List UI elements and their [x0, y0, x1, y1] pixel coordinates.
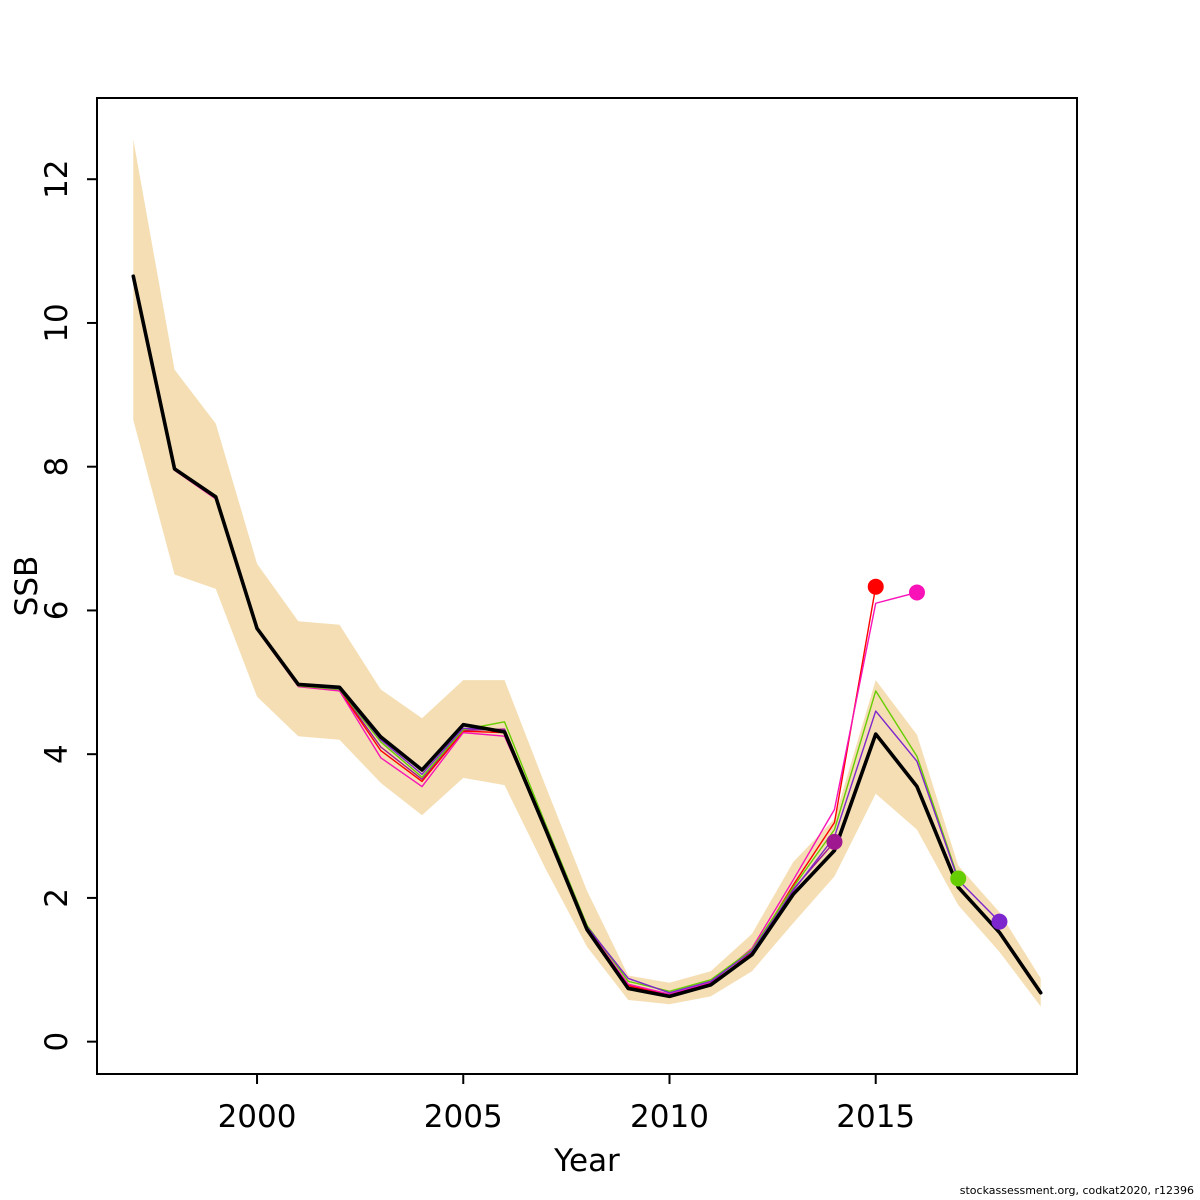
y-tick-label: 12 — [39, 159, 75, 198]
x-axis-label: Year — [554, 1143, 620, 1179]
y-tick-label: 8 — [39, 457, 75, 477]
y-tick-label: 4 — [39, 744, 75, 764]
retro-peel-2016-endpoint-dot — [908, 584, 925, 601]
retro-peel-2015-endpoint-dot — [867, 578, 884, 595]
x-tick-label: 2010 — [630, 1099, 709, 1135]
x-tick-label: 2015 — [836, 1099, 915, 1135]
y-axis-label: SSB — [9, 555, 45, 617]
plot-border — [96, 97, 1078, 1075]
y-tick-label: 0 — [39, 1032, 75, 1052]
y-tick-label: 6 — [39, 601, 75, 621]
confidence-band — [133, 139, 1041, 1007]
x-tick-label: 2000 — [218, 1099, 297, 1135]
retro-peel-2017-endpoint-dot — [950, 870, 967, 887]
x-tick-label: 2005 — [424, 1099, 503, 1135]
retro-peel-2018-endpoint-dot — [991, 913, 1008, 930]
y-tick-label: 2 — [39, 888, 75, 908]
current-assessment-line — [131, 274, 1043, 999]
retro-peel-2014-endpoint-dot — [826, 833, 843, 850]
y-tick-label: 10 — [39, 303, 75, 342]
watermark-text: stockassessment.org, codkat2020, r12396 — [959, 1184, 1194, 1197]
